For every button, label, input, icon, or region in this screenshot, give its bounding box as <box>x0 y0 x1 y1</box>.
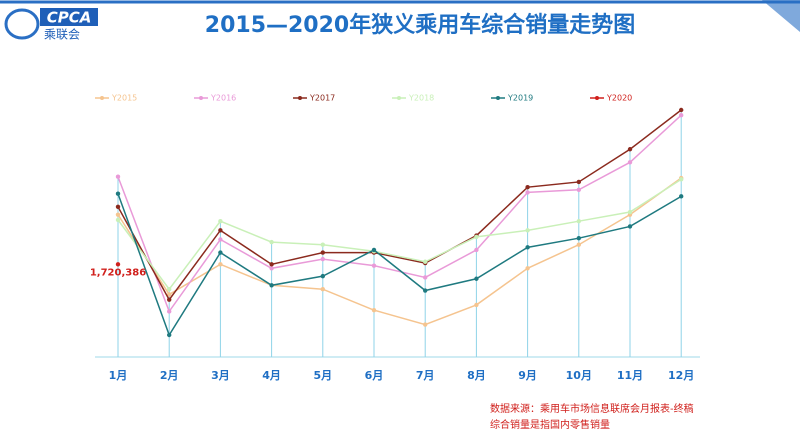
data-point <box>423 275 428 280</box>
data-point <box>218 218 223 224</box>
data-point <box>627 209 633 215</box>
data-point <box>525 184 530 190</box>
x-tick-label: 10月 <box>566 369 592 382</box>
data-point <box>371 263 377 268</box>
data-point <box>679 177 684 182</box>
data-point <box>115 191 121 196</box>
data-point <box>320 256 325 262</box>
legend-label: Y2020 <box>606 94 632 103</box>
data-label: 1,720,386 <box>90 267 146 278</box>
x-tick-label: 2月 <box>160 369 179 382</box>
data-point <box>423 322 428 327</box>
x-tick-label: 9月 <box>518 369 537 382</box>
data-point <box>269 283 274 288</box>
data-point <box>679 194 684 199</box>
x-tick-label: 8月 <box>467 369 486 382</box>
data-point <box>115 217 121 223</box>
logo-mark: CPCA <box>47 9 92 27</box>
series-line <box>117 114 682 314</box>
legend-label: Y2018 <box>408 94 434 103</box>
chart-title: 2015—2020年狭义乘用车综合销量走势图 <box>205 12 635 38</box>
data-point <box>218 237 223 242</box>
data-point <box>167 297 172 302</box>
data-point <box>320 242 325 247</box>
legend-label: Y2019 <box>507 94 533 103</box>
data-point <box>115 204 121 210</box>
series-line <box>117 178 682 291</box>
data-point <box>576 187 581 192</box>
data-point <box>371 247 377 253</box>
corner-decor <box>762 0 800 32</box>
data-point <box>474 247 479 253</box>
data-point <box>576 179 581 185</box>
logo-box <box>40 8 98 26</box>
data-point <box>627 224 633 229</box>
legend-dot <box>397 96 401 100</box>
series-line <box>117 177 682 326</box>
data-point <box>679 107 684 113</box>
logo: CPCA 乘联会 <box>4 8 98 42</box>
data-point <box>525 245 530 250</box>
data-point <box>474 276 479 281</box>
x-tick-label: 6月 <box>365 369 384 382</box>
data-point <box>423 259 428 264</box>
data-point <box>115 262 121 267</box>
data-point <box>115 174 121 179</box>
data-point <box>269 266 274 271</box>
legend-dot <box>298 96 302 100</box>
data-point <box>627 160 633 165</box>
data-point <box>167 332 172 338</box>
x-tick-label: 1月 <box>109 369 128 382</box>
data-point <box>423 288 428 293</box>
data-point <box>167 292 172 297</box>
series-line <box>117 109 682 302</box>
data-point <box>320 273 325 279</box>
legend-label: Y2016 <box>210 94 236 103</box>
data-point <box>218 250 223 255</box>
data-point <box>474 302 479 308</box>
data-point <box>269 262 274 267</box>
x-tick-label: 12月 <box>668 369 694 382</box>
legend-dot <box>496 96 500 100</box>
footnote: 数据来源：乘用车市场信息联席会月报表-终稿 <box>490 402 694 415</box>
logo-icon <box>4 8 40 40</box>
data-point <box>576 218 581 224</box>
data-point <box>525 190 530 195</box>
data-point <box>320 287 325 292</box>
legend-dot <box>100 96 104 100</box>
data-point <box>115 212 121 217</box>
x-tick-label: 11月 <box>617 369 643 382</box>
x-tick-label: 5月 <box>313 369 332 382</box>
data-point <box>525 228 530 233</box>
data-point <box>627 147 633 152</box>
series-line <box>117 193 682 337</box>
data-point <box>525 266 530 271</box>
x-tick-label: 4月 <box>262 369 281 382</box>
data-point <box>167 287 172 292</box>
x-tick-label: 7月 <box>416 369 435 382</box>
data-point <box>371 307 377 313</box>
data-point <box>218 228 223 233</box>
data-point <box>576 242 581 247</box>
legend-label: Y2017 <box>309 94 335 103</box>
data-point <box>320 250 325 255</box>
x-tick-label: 3月 <box>211 369 230 382</box>
footnote: 综合销量是指国内零售销量 <box>490 418 610 431</box>
data-point <box>474 234 479 240</box>
data-point <box>218 262 223 267</box>
data-point <box>576 235 581 241</box>
logo-name: 乘联会 <box>44 28 80 42</box>
legend-label: Y2015 <box>111 94 137 103</box>
data-point <box>269 239 274 245</box>
legend-dot <box>595 96 599 100</box>
legend-dot <box>199 96 203 100</box>
data-point <box>679 113 684 118</box>
data-point <box>167 309 172 314</box>
